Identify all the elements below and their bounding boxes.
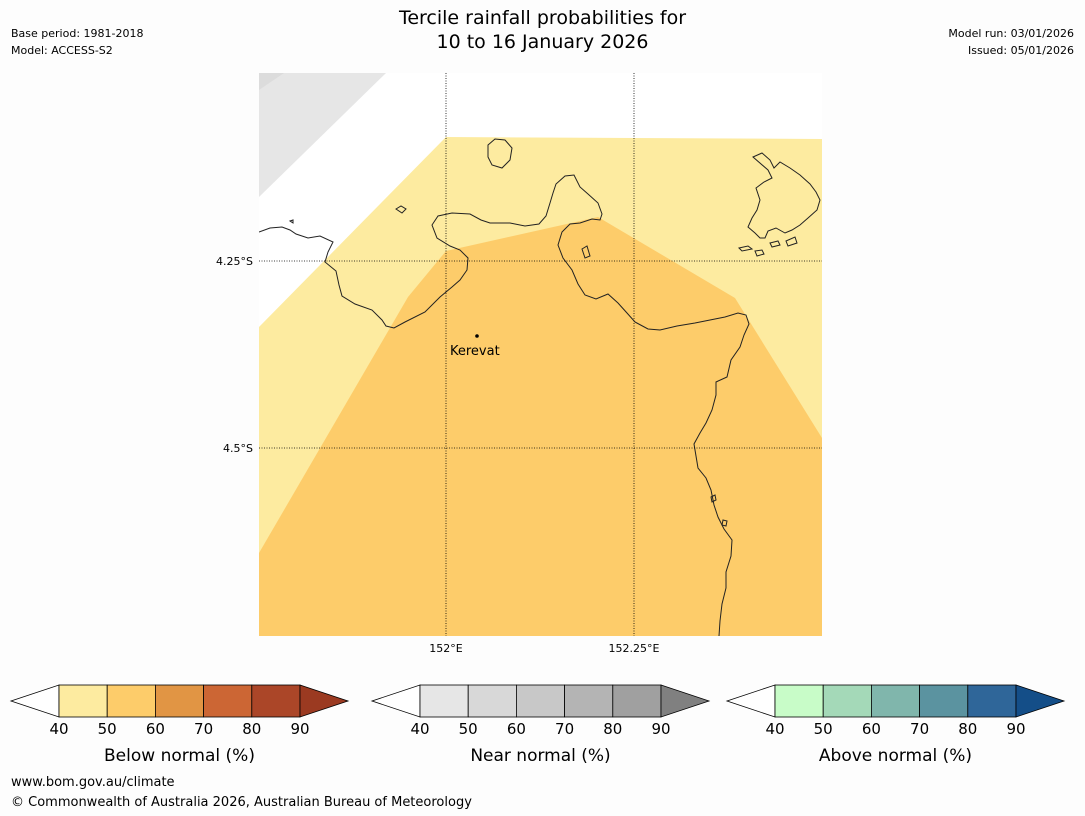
page-title: Tercile rainfall probabilities for 10 to… (0, 6, 1085, 54)
new-britain-coastline (259, 174, 750, 636)
colorbar-cell (612, 684, 662, 718)
islet-coast-2 (754, 249, 765, 257)
colorbar-tick-label: 90 (1006, 720, 1025, 738)
meta-right: Model run: 03/01/2026 Issued: 05/01/2026 (948, 25, 1074, 59)
title-line-1: Tercile rainfall probabilities for (398, 7, 687, 29)
colorbar-cell (564, 684, 614, 718)
colorbar-tick-label: 70 (555, 720, 574, 738)
islet-coast-5 (710, 494, 717, 503)
legends: 40 50 60 70 80 90 Below normal (%) 40 50 60 70 80 90… (9, 684, 1066, 766)
colorbar-over-arrow (299, 684, 350, 718)
colorbar-tick-label: 70 (194, 720, 213, 738)
colorbar-under-arrow (9, 684, 60, 718)
colorbar-3: 40 50 60 70 80 90 Above normal (%) (725, 684, 1066, 766)
colorbar-tick-label: 80 (603, 720, 622, 738)
duke-of-york-coast (747, 152, 821, 239)
meta-left: Base period: 1981-2018 Model: ACCESS-S2 (11, 25, 143, 59)
colorbar-tick-label: 90 (290, 720, 309, 738)
colorbar-under-arrow (370, 684, 421, 718)
colorbar-cell (467, 684, 517, 718)
colorbar-title: Below normal (%) (104, 746, 255, 766)
islet-coast-1 (738, 245, 754, 252)
colorbar-cell (967, 684, 1017, 718)
colorbar-cell (919, 684, 969, 718)
below-normal-50-60-region (259, 217, 822, 636)
small-island-coast-2 (395, 205, 407, 214)
colorbar-tick-label: 50 (814, 720, 833, 738)
colorbar-tick-label: 60 (862, 720, 881, 738)
colorbar-under-arrow (725, 684, 776, 718)
base-period-text: Base period: 1981-2018 (11, 27, 144, 40)
colorbar-tick-label: 70 (910, 720, 929, 738)
near-normal-region-darker (259, 73, 284, 90)
colorbar-cell (251, 684, 301, 718)
colorbar-tick-label: 60 (507, 720, 526, 738)
colorbar-cell (822, 684, 872, 718)
kerevat-marker (475, 334, 479, 338)
colorbar-over-arrow (1015, 684, 1066, 718)
lon-label-2: 152.25°E (609, 642, 660, 655)
colorbar-cell (106, 684, 156, 718)
colorbar-tick-label: 80 (242, 720, 261, 738)
small-island-coast-1 (487, 138, 513, 169)
coastlines (259, 138, 821, 636)
lon-label-1: 152°E (429, 642, 462, 655)
colorbar-tick-label: 40 (765, 720, 784, 738)
colorbar-cell (203, 684, 253, 718)
colorbar-title: Above normal (%) (819, 746, 972, 766)
colorbar-tick-label: 40 (410, 720, 429, 738)
lat-label-2: 4.5°S (223, 442, 253, 455)
colorbar-cell (154, 684, 204, 718)
colorbar-cell (58, 684, 108, 718)
model-text: Model: ACCESS-S2 (11, 44, 113, 57)
colorbar-cell (774, 684, 824, 718)
colorbar-cell (516, 684, 566, 718)
small-island-coast-4 (288, 219, 294, 224)
colorbar-cell (419, 684, 469, 718)
colorbar-tick-label: 40 (49, 720, 68, 738)
colorbar-tick-label: 90 (651, 720, 670, 738)
islet-coast-6 (721, 519, 728, 527)
colorbar-cell (871, 684, 921, 718)
colorbar-2: 40 50 60 70 80 90 Near normal (%) (370, 684, 711, 766)
colorbar-tick-label: 60 (146, 720, 165, 738)
colorbar-tick-label: 80 (958, 720, 977, 738)
colorbar-title: Near normal (%) (470, 746, 610, 766)
map-panel (259, 73, 822, 636)
near-normal-region (259, 73, 386, 197)
islet-coast-3 (769, 240, 781, 248)
footer-url: www.bom.gov.au/climate (11, 775, 175, 790)
small-island-coast-3 (581, 245, 591, 259)
colorbar-over-arrow (660, 684, 711, 718)
place-label-kerevat: Kerevat (450, 344, 500, 359)
islet-coast-4 (785, 236, 798, 247)
colorbar-tick-label: 50 (98, 720, 117, 738)
footer-copyright: © Commonwealth of Australia 2026, Austra… (11, 795, 472, 810)
issued-text: Issued: 05/01/2026 (967, 44, 1074, 57)
colorbar-1: 40 50 60 70 80 90 Below normal (%) (9, 684, 350, 766)
colorbar-tick-label: 50 (459, 720, 478, 738)
title-line-2: 10 to 16 January 2026 (436, 31, 649, 53)
model-run-text: Model run: 03/01/2026 (948, 27, 1074, 40)
lat-label-1: 4.25°S (216, 255, 253, 268)
